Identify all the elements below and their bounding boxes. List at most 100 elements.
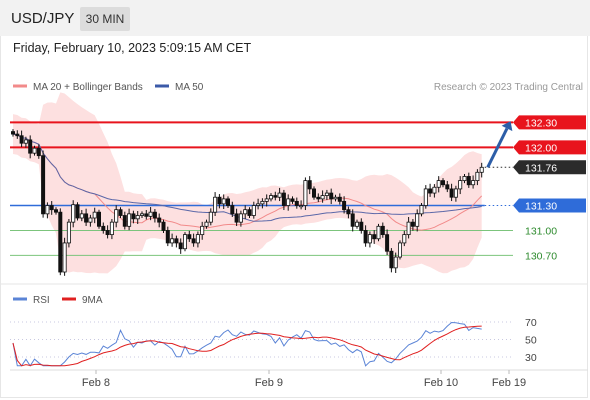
candle-body: [118, 209, 123, 216]
candle-body: [393, 256, 398, 269]
candle-body: [372, 234, 377, 240]
candle-body: [131, 213, 136, 220]
candle-body: [419, 205, 424, 215]
candle-body: [41, 155, 46, 215]
rsi-ma-line: [12, 325, 482, 367]
candle-body: [23, 139, 28, 144]
bollinger-bands: [13, 92, 482, 274]
rsi-legend-swatch: [13, 297, 27, 301]
candle-body: [247, 209, 252, 216]
candle-body: [471, 180, 476, 186]
candle-body: [316, 196, 321, 200]
projection-arrow-line: [486, 127, 509, 168]
candle-body: [88, 217, 93, 223]
candle-body: [264, 198, 269, 202]
bollinger-band-fill: [13, 92, 482, 274]
candle-body: [423, 188, 428, 206]
ma50-legend-swatch: [155, 84, 169, 88]
candle-body: [19, 135, 24, 144]
candle-body: [436, 180, 441, 188]
x-tick-label: Feb 19: [492, 377, 526, 389]
candle-body: [230, 205, 235, 215]
candle-body: [15, 133, 20, 137]
candle-body: [127, 213, 132, 227]
candle-body: [397, 242, 402, 258]
candle-body: [174, 238, 179, 244]
candle-body: [225, 198, 230, 206]
candle-body: [445, 184, 450, 190]
candle-body: [299, 205, 304, 208]
candle-body: [329, 192, 334, 200]
rsi-ma-legend-label: 9MA: [82, 295, 103, 306]
pivot-label-box: [513, 198, 586, 213]
timeframe-button[interactable]: 30 MIN: [80, 7, 130, 31]
candle-body: [402, 234, 407, 244]
candle-body: [49, 205, 54, 211]
candle-body: [148, 211, 153, 217]
candle-body: [354, 221, 359, 227]
level-labels: 132.30 132.00 131.76 131.30 131.00 130.70: [513, 115, 586, 262]
candle-body: [281, 192, 286, 206]
candle-body: [62, 242, 67, 273]
candle-body: [432, 186, 437, 194]
projection-arrow-head: [501, 121, 513, 132]
candle-body: [36, 147, 41, 157]
candle-body: [363, 230, 368, 244]
candle-body: [101, 225, 106, 231]
candle-body: [200, 225, 205, 236]
candle-body: [479, 166, 484, 173]
rsi-tick-label: 30: [525, 352, 537, 364]
level-lines: [10, 121, 513, 256]
candle-body: [157, 217, 162, 223]
datetime-label: Friday, February 10, 2023 5:09:15 AM CET: [13, 41, 252, 55]
candle-body: [337, 196, 342, 202]
candle-body: [182, 234, 187, 250]
candle-body: [54, 209, 59, 213]
candle-body: [165, 230, 170, 244]
ma50-line: [12, 133, 482, 222]
candle-body: [410, 221, 415, 227]
candle-body: [135, 215, 140, 220]
candle-body: [324, 192, 329, 196]
last-label: 131.76: [525, 162, 557, 174]
candle-body: [268, 195, 273, 200]
x-tick-label: Feb 9: [255, 377, 283, 389]
rsi-tick-label: 70: [525, 317, 537, 329]
candle-body: [114, 209, 119, 223]
candle-body: [213, 196, 218, 213]
chart-frame: [0, 36, 588, 398]
candle-body: [84, 213, 89, 223]
candle-body: [178, 242, 183, 250]
candle-body: [204, 221, 209, 227]
candle-body: [66, 221, 71, 244]
candle-body: [243, 209, 248, 215]
candle-body: [367, 234, 372, 244]
top-bar: USD/JPY 30 MIN: [0, 0, 590, 36]
x-axis: Feb 8 Feb 9 Feb 10 Feb 19: [82, 370, 526, 389]
candle-body: [320, 195, 325, 200]
candle-body: [122, 215, 127, 227]
candle-body: [152, 211, 157, 219]
candle-body: [144, 213, 149, 217]
candle-body: [234, 213, 239, 223]
projection: [486, 121, 513, 168]
candles: [10, 129, 484, 276]
resistance-label: 132.30: [525, 117, 557, 129]
candle-body: [221, 198, 226, 205]
candle-body: [385, 234, 390, 252]
candle-body: [170, 238, 175, 244]
rsi-legend-label: RSI: [33, 295, 50, 306]
rsi-line: [12, 321, 482, 367]
candle-body: [311, 188, 316, 198]
candle-body: [453, 188, 458, 198]
candle-body: [277, 192, 282, 198]
ma50-legend-label: MA 50: [175, 82, 204, 93]
candle-body: [359, 221, 364, 231]
candle-body: [294, 200, 299, 206]
candle-body: [475, 171, 480, 182]
candle-body: [260, 200, 265, 205]
candle-body: [195, 234, 200, 244]
candle-body: [105, 230, 110, 236]
resistance-label-box: [513, 115, 586, 130]
